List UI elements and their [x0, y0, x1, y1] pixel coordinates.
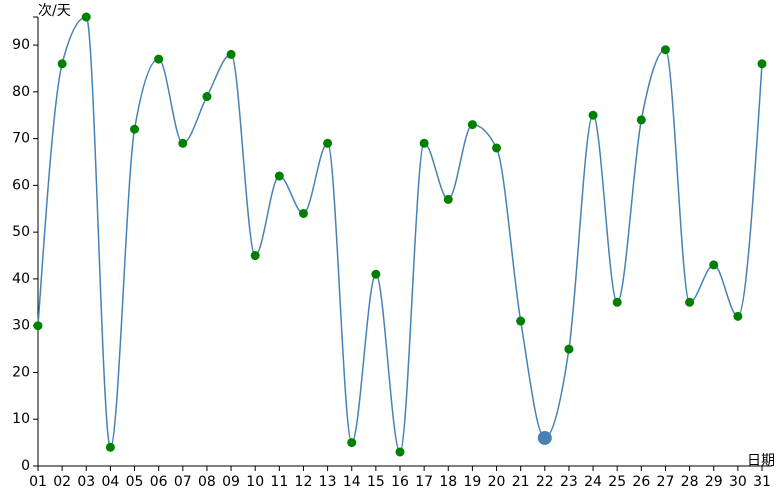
point — [660, 45, 670, 55]
x-tick-label: 06 — [150, 474, 168, 490]
y-axis-label: 次/天 — [38, 3, 71, 19]
point — [347, 438, 357, 448]
point — [178, 138, 188, 148]
x-tick-label: 31 — [753, 474, 771, 490]
x-tick-label: 20 — [488, 474, 506, 490]
x-tick-label: 10 — [246, 474, 264, 490]
x-tick-label: 09 — [222, 474, 240, 490]
x-tick-label: 27 — [657, 474, 675, 490]
point — [33, 321, 43, 331]
point — [81, 12, 91, 22]
point — [733, 311, 743, 321]
line — [37, 16, 763, 453]
highlighted-point — [537, 430, 552, 445]
point — [564, 344, 574, 354]
point — [612, 297, 622, 307]
x-tick-label: 30 — [729, 474, 747, 490]
point — [105, 442, 115, 452]
point — [130, 124, 140, 134]
point — [636, 115, 646, 125]
x-tick-label: 14 — [343, 474, 361, 490]
x-tick-label: 22 — [536, 474, 554, 490]
x-tick-label: 17 — [415, 474, 433, 490]
point — [467, 120, 477, 130]
x-tick-label: 24 — [584, 474, 602, 490]
x-tick-label: 18 — [439, 474, 457, 490]
point — [226, 49, 236, 59]
point — [419, 138, 429, 148]
x-tick-label: 13 — [319, 474, 337, 490]
y-tick-label: 50 — [12, 224, 30, 240]
x-tick-label: 08 — [198, 474, 216, 490]
y-tick-label: 60 — [12, 177, 30, 193]
point — [685, 297, 695, 307]
point — [274, 171, 284, 181]
y-tick-label: 80 — [12, 84, 30, 100]
point — [588, 110, 598, 120]
x-tick-label: 02 — [53, 474, 71, 490]
point — [250, 251, 260, 261]
y-tick-label: 20 — [12, 364, 30, 380]
y-tick-label: 40 — [12, 271, 30, 287]
y-tick-label: 10 — [12, 411, 30, 427]
point — [443, 194, 453, 204]
point — [492, 143, 502, 153]
point — [202, 92, 212, 102]
x-tick-label: 23 — [560, 474, 578, 490]
point — [709, 260, 719, 270]
point — [298, 208, 308, 218]
x-tick-label: 11 — [270, 474, 288, 490]
x-tick-label: 15 — [367, 474, 385, 490]
y-tick-label: 90 — [12, 37, 30, 53]
y-tick-label: 0 — [21, 458, 30, 474]
point — [395, 447, 405, 457]
x-tick-label: 21 — [512, 474, 530, 490]
x-tick-label: 01 — [29, 474, 47, 490]
point — [757, 59, 767, 69]
x-tick-label: 04 — [101, 474, 119, 490]
point — [323, 138, 333, 148]
x-tick-label: 12 — [295, 474, 313, 490]
x-tick-label: 29 — [705, 474, 723, 490]
x-tick-label: 26 — [632, 474, 650, 490]
point — [57, 59, 67, 69]
x-tick-label: 07 — [174, 474, 192, 490]
y-tick-label: 70 — [12, 131, 30, 147]
x-tick-label: 19 — [463, 474, 481, 490]
x-tick-label: 25 — [608, 474, 626, 490]
point — [154, 54, 164, 64]
point — [516, 316, 526, 326]
y-tick-label: 30 — [12, 318, 30, 334]
x-axis-label: 日期 — [747, 453, 775, 469]
point — [371, 269, 381, 279]
x-tick-label: 03 — [77, 474, 95, 490]
x-tick-label: 16 — [391, 474, 409, 490]
x-tick-label: 28 — [681, 474, 699, 490]
x-tick-label: 05 — [126, 474, 144, 490]
